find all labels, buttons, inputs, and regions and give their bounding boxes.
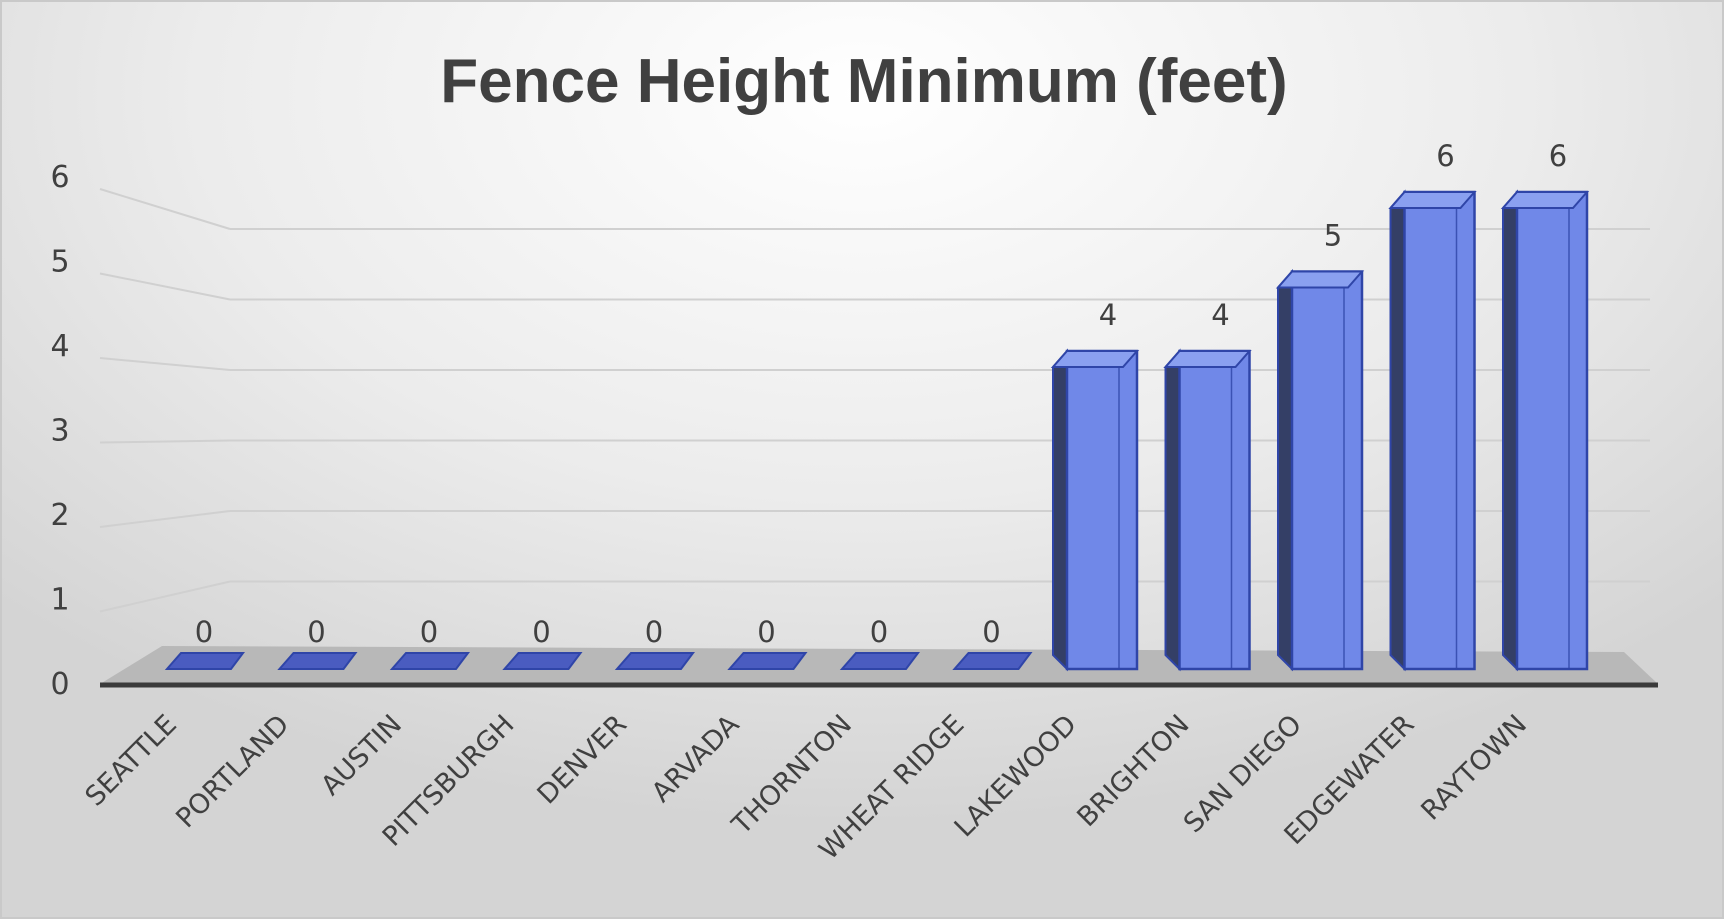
data-label: 0 (420, 615, 438, 649)
y-tick-label: 6 (50, 160, 69, 195)
data-labels: 0 0 0 0 0 0 0 0 4 4 5 6 6 (195, 139, 1567, 649)
bar (614, 652, 695, 670)
bar (277, 652, 358, 670)
bar (1163, 348, 1252, 672)
data-label: 6 (1549, 139, 1567, 173)
bar (502, 652, 583, 670)
bar (1050, 348, 1140, 672)
y-tick-label: 4 (50, 329, 69, 364)
bars (164, 189, 1590, 672)
data-label: 0 (870, 615, 888, 649)
bar (952, 652, 1033, 670)
y-tick-label: 5 (50, 245, 69, 280)
data-label: 0 (307, 615, 325, 649)
bar (1388, 189, 1477, 672)
chart-title: Fence Height Minimum (feet) (440, 47, 1287, 116)
x-tick-label: SEATTLE (80, 709, 183, 812)
y-tick-label: 0 (50, 667, 69, 702)
x-tick-label: LAKEWOOD (949, 709, 1083, 843)
x-tick-label: BRIGHTON (1071, 709, 1195, 833)
x-tick-label: DENVER (532, 709, 633, 810)
bar (1500, 189, 1590, 672)
x-tick-label: RAYTOWN (1415, 709, 1533, 827)
bar (389, 652, 470, 670)
bar (727, 652, 808, 670)
bar (1275, 268, 1365, 672)
bar (164, 652, 245, 670)
data-label: 4 (1099, 298, 1117, 332)
y-tick-label: 3 (50, 414, 69, 449)
bar (839, 652, 920, 670)
data-label: 4 (1211, 298, 1229, 332)
data-label: 0 (532, 615, 550, 649)
y-tick-label: 2 (50, 498, 69, 533)
x-tick-label: PORTLAND (170, 709, 295, 834)
y-axis-ticks: 0 1 2 3 4 5 6 (50, 160, 69, 702)
data-label: 0 (645, 615, 663, 649)
data-label: 0 (982, 615, 1000, 649)
x-tick-label: ARVADA (646, 709, 746, 809)
data-label: 5 (1324, 219, 1342, 253)
data-label: 0 (757, 615, 775, 649)
x-tick-label: AUSTIN (315, 709, 408, 802)
data-label: 0 (195, 615, 213, 649)
data-label: 6 (1436, 139, 1454, 173)
y-tick-label: 1 (50, 583, 69, 618)
